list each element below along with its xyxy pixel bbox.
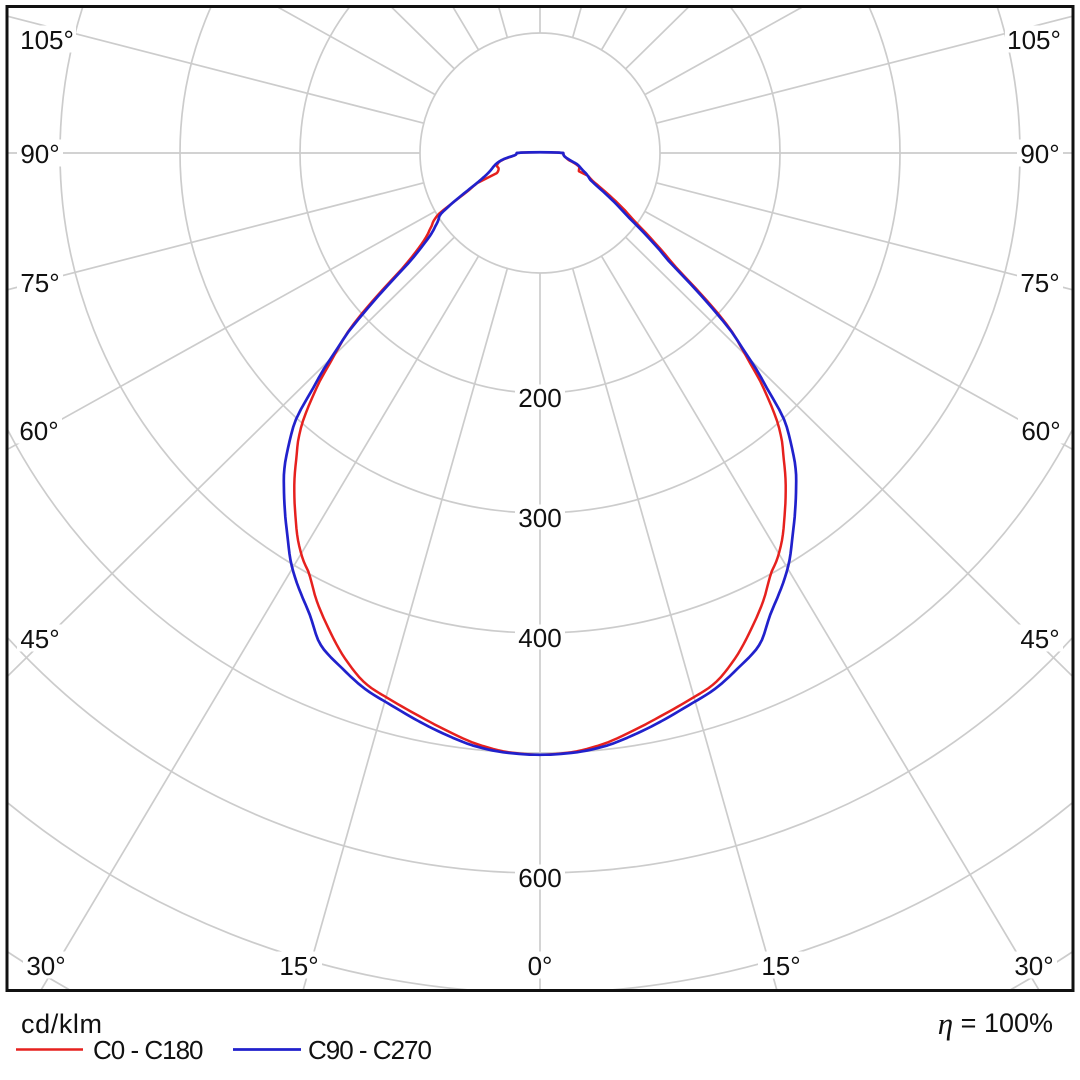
svg-text:C0 - C180: C0 - C180 xyxy=(93,1035,203,1065)
svg-text:45°: 45° xyxy=(1020,624,1059,654)
svg-text:30°: 30° xyxy=(26,951,65,981)
svg-text:200: 200 xyxy=(518,383,561,413)
svg-text:90°: 90° xyxy=(1020,139,1059,169)
svg-text:90°: 90° xyxy=(20,139,59,169)
svg-text:105°: 105° xyxy=(1007,25,1061,55)
svg-text:45°: 45° xyxy=(20,624,59,654)
svg-text:60°: 60° xyxy=(19,416,58,446)
svg-text:105°: 105° xyxy=(20,25,74,55)
svg-text:cd/klm: cd/klm xyxy=(21,1009,103,1039)
svg-text:η = 100%: η = 100% xyxy=(938,1006,1053,1041)
svg-text:30°: 30° xyxy=(1014,951,1053,981)
svg-text:15°: 15° xyxy=(761,951,800,981)
svg-text:75°: 75° xyxy=(1020,268,1059,298)
svg-text:C90 - C270: C90 - C270 xyxy=(308,1035,431,1065)
svg-text:0°: 0° xyxy=(528,951,553,981)
svg-text:600: 600 xyxy=(518,863,561,893)
svg-text:60°: 60° xyxy=(1021,416,1060,446)
svg-text:300: 300 xyxy=(518,503,561,533)
svg-text:400: 400 xyxy=(518,623,561,653)
svg-text:15°: 15° xyxy=(279,951,318,981)
svg-text:75°: 75° xyxy=(20,268,59,298)
